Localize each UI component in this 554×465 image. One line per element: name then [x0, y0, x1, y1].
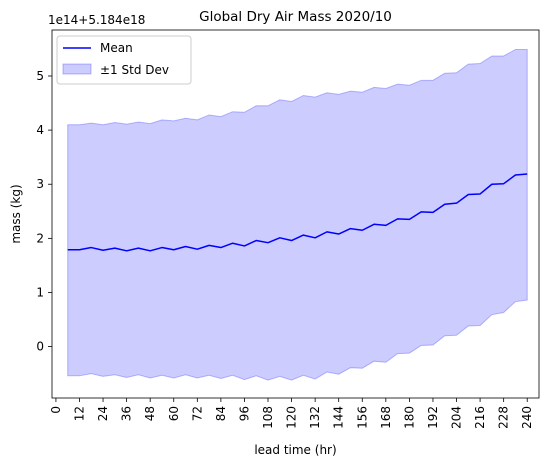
y-tick-label: 2 [36, 231, 44, 245]
x-tick-label: 120 [285, 406, 299, 429]
plot-area [67, 48, 528, 381]
x-axis: 0 12 24 36 48 60 72 84 96 108 120 132 144 156 168 180 19… [49, 398, 534, 429]
y-axis: 0 1 2 3 4 5 [36, 69, 52, 354]
legend: Mean ±1 Std Dev [56, 35, 192, 85]
x-axis-label: lead time (hr) [254, 443, 336, 457]
x-tick-label: 72 [190, 406, 204, 421]
x-tick-label: 168 [379, 406, 393, 429]
x-tick-label: 60 [167, 406, 181, 421]
x-tick-label: 84 [214, 406, 228, 421]
y-tick-label: 4 [36, 123, 44, 137]
x-tick-label: 240 [520, 406, 534, 429]
x-tick-label: 0 [49, 406, 63, 414]
y-tick-label: 5 [36, 69, 44, 83]
std-dev-band [67, 48, 528, 381]
x-tick-label: 108 [261, 406, 275, 429]
legend-band-label: ±1 Std Dev [100, 63, 169, 77]
x-tick-label: 156 [355, 406, 369, 429]
x-tick-label: 24 [96, 406, 110, 421]
legend-band-swatch [62, 63, 92, 75]
y-tick-label: 3 [36, 177, 44, 191]
legend-mean-label: Mean [100, 41, 133, 55]
x-tick-label: 204 [450, 406, 464, 429]
x-tick-label: 192 [426, 406, 440, 429]
mean-line [67, 173, 528, 252]
x-tick-label: 96 [237, 406, 251, 421]
y-tick-label: 1 [36, 285, 44, 299]
chart-title: Global Dry Air Mass 2020/10 [199, 9, 392, 25]
y-offset-text: 1e14+5.184e18 [48, 13, 145, 27]
x-tick-label: 132 [308, 406, 322, 429]
x-tick-label: 216 [473, 406, 487, 429]
x-tick-label: 144 [332, 406, 346, 429]
y-tick-label: 0 [36, 340, 44, 354]
x-tick-label: 48 [143, 406, 157, 421]
axes-frame [51, 29, 540, 399]
x-tick-label: 180 [402, 406, 416, 429]
x-tick-label: 12 [72, 406, 86, 421]
y-axis-label: mass (kg) [9, 184, 23, 243]
x-tick-label: 36 [120, 406, 134, 421]
x-tick-label: 228 [497, 406, 511, 429]
